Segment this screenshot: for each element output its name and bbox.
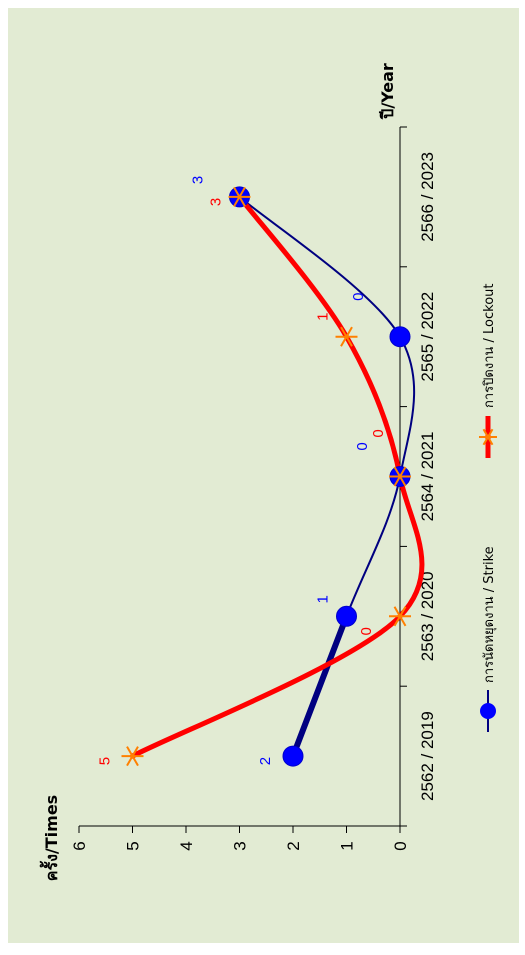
value-tick-label: 5 (124, 841, 143, 850)
star-stroke (340, 326, 353, 347)
star-stroke (126, 746, 139, 767)
legend-lockout-marker (479, 428, 497, 446)
value-tick-label: 6 (70, 841, 89, 850)
lockout-data-label: 0 (370, 429, 387, 437)
series-line-strike-emphasis (290, 613, 350, 760)
value-axis-title: ครั้ง/Times (39, 795, 61, 881)
category-axis-title: ปี/Year (378, 63, 397, 120)
category-tick-label: 2563 / 2020 (418, 571, 437, 661)
lockout-point (335, 326, 358, 347)
value-tick-label: 3 (231, 841, 250, 850)
lockout-point (121, 746, 144, 767)
lockout-data-label: 5 (97, 757, 114, 765)
series-lines (130, 194, 425, 760)
series-line-lockout (130, 194, 425, 759)
data-labels: 2 1 0 0 3 5 0 0 1 3 (97, 176, 388, 766)
strike-point (282, 745, 304, 767)
lockout-data-label: 0 (358, 627, 375, 635)
lockout-point (228, 186, 251, 207)
lockout-data-label: 3 (208, 198, 225, 206)
legend-strike-label: การนัดหยุดงาน / Strike (482, 546, 497, 683)
value-tick-label: 0 (391, 841, 410, 850)
category-tick-label: 2565 / 2022 (418, 292, 437, 382)
strike-point (336, 605, 357, 627)
strike-data-label: 2 (257, 757, 274, 765)
strike-data-label: 0 (354, 442, 371, 450)
value-tick-label: 1 (338, 841, 357, 850)
lockout-point (389, 606, 411, 627)
legend-lockout-label: การปิดงาน / Lockout (482, 284, 497, 409)
strike-data-label: 0 (350, 293, 367, 301)
star-stroke (482, 428, 494, 446)
category-tick-label: 2564 / 2021 (418, 432, 437, 522)
legend: การนัดหยุดงาน / Strike การปิดงาน / Lockou… (479, 284, 497, 732)
star-stroke (233, 186, 246, 207)
chart-background (8, 8, 519, 943)
star-stroke (393, 606, 407, 627)
star-stroke (393, 466, 407, 487)
legend-strike-marker (480, 703, 496, 719)
lockout-data-label: 1 (315, 313, 332, 321)
lockout-point (389, 466, 411, 487)
value-tick-label: 4 (177, 841, 196, 850)
series-markers (121, 186, 411, 767)
value-tick-label: 2 (284, 841, 303, 850)
strike-point (389, 326, 411, 348)
category-tick-label: 2566 / 2023 (418, 152, 437, 242)
strike-data-label: 3 (190, 176, 207, 184)
category-tick-label: 2562 / 2019 (418, 711, 437, 801)
strike-data-label: 1 (315, 595, 332, 603)
